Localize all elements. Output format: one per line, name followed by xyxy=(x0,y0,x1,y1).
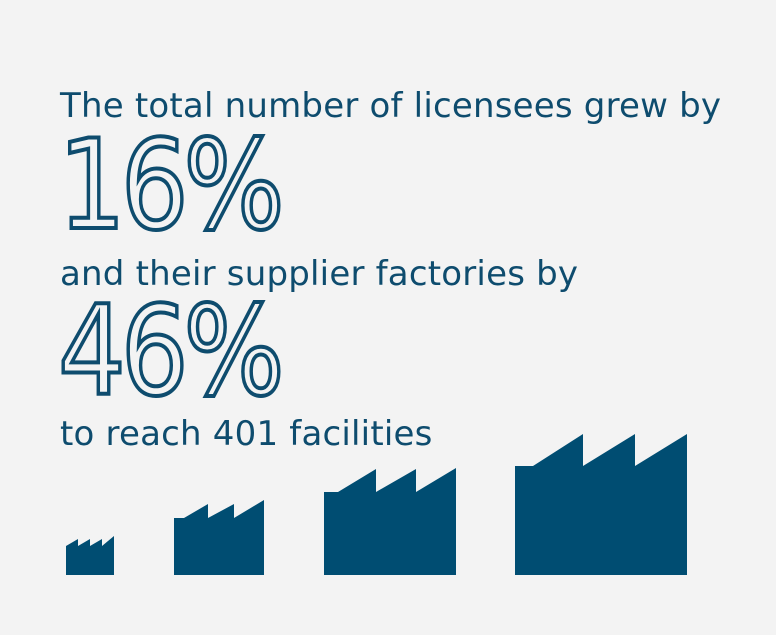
factories-text: and their supplier factories by xyxy=(60,254,579,294)
factories-growth-value: 46% xyxy=(56,280,286,424)
factory-icon xyxy=(515,434,687,575)
factory-icon xyxy=(174,500,264,575)
factory-icon xyxy=(66,536,114,575)
facilities-text: to reach 401 facilities xyxy=(60,414,433,454)
factory-icon xyxy=(324,468,456,575)
licensees-text: The total number of licensees grew by xyxy=(60,86,722,126)
licensees-growth-value: 16% xyxy=(56,114,286,258)
